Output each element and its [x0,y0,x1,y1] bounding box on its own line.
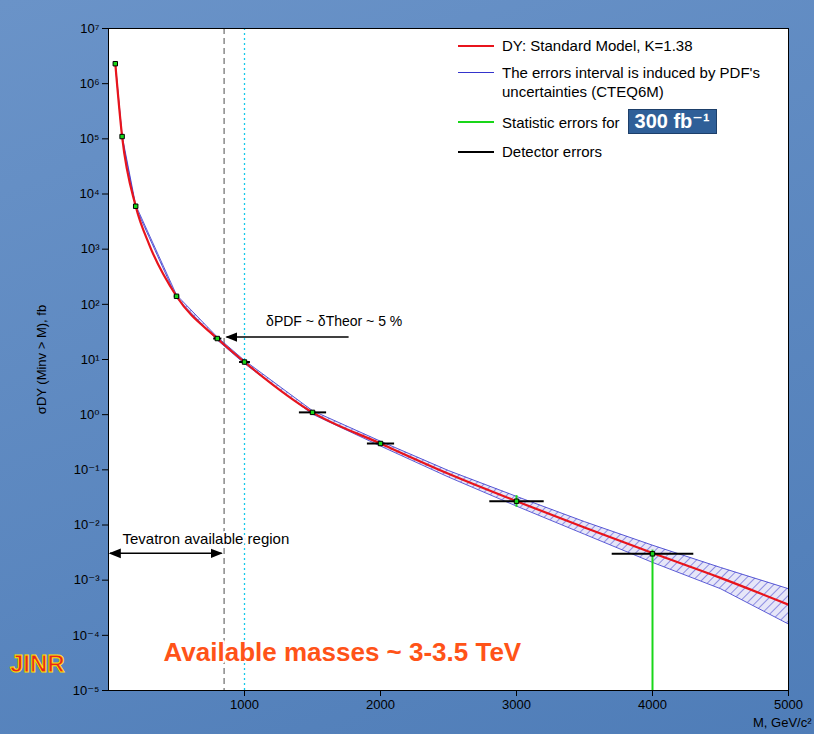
svg-text:Available masses ~ 3-3.5 TeV: Available masses ~ 3-3.5 TeV [164,637,522,667]
svg-text:10³: 10³ [81,241,100,256]
svg-text:10⁵: 10⁵ [80,131,100,146]
svg-text:3000: 3000 [502,697,531,712]
svg-text:1000: 1000 [230,697,259,712]
svg-text:Tevatron available region: Tevatron available region [123,530,290,547]
html-text:DY: Standard Model, K=1.38: DY: Standard Model, K=1.38 [502,37,693,54]
svg-text:10⁶: 10⁶ [80,76,100,91]
html-text:JINR: JINR [10,650,65,677]
svg-text:σDY (Minv > M), fb: σDY (Minv > M), fb [34,305,49,414]
svg-text:δPDF ~ δTheor ~ 5 %: δPDF ~ δTheor ~ 5 % [266,313,402,329]
svg-text:10⁻³: 10⁻³ [74,572,100,587]
svg-text:10²: 10² [81,296,100,311]
html-text:Detector errors: Detector errors [502,143,602,160]
svg-text:5000: 5000 [774,697,803,712]
html-text:Statistic errors for: Statistic errors for [502,114,620,131]
svg-text:10¹: 10¹ [81,352,100,367]
svg-text:2000: 2000 [366,697,395,712]
html-text:300 fb⁻¹: 300 fb⁻¹ [634,110,710,132]
svg-text:10⁰: 10⁰ [80,407,100,422]
svg-text:10⁻¹: 10⁻¹ [74,462,100,477]
svg-text:10⁻⁴: 10⁻⁴ [73,627,100,642]
svg-text:10⁷: 10⁷ [80,21,99,36]
svg-text:10⁻⁵: 10⁻⁵ [73,683,100,698]
svg-text:M, GeV/c²: M, GeV/c² [753,715,812,730]
svg-text:10⁴: 10⁴ [79,186,99,201]
svg-text:4000: 4000 [638,697,667,712]
svg-text:10⁻²: 10⁻² [74,517,100,532]
html-text:The errors interval is induced: The errors interval is induced by PDF's … [502,64,760,100]
